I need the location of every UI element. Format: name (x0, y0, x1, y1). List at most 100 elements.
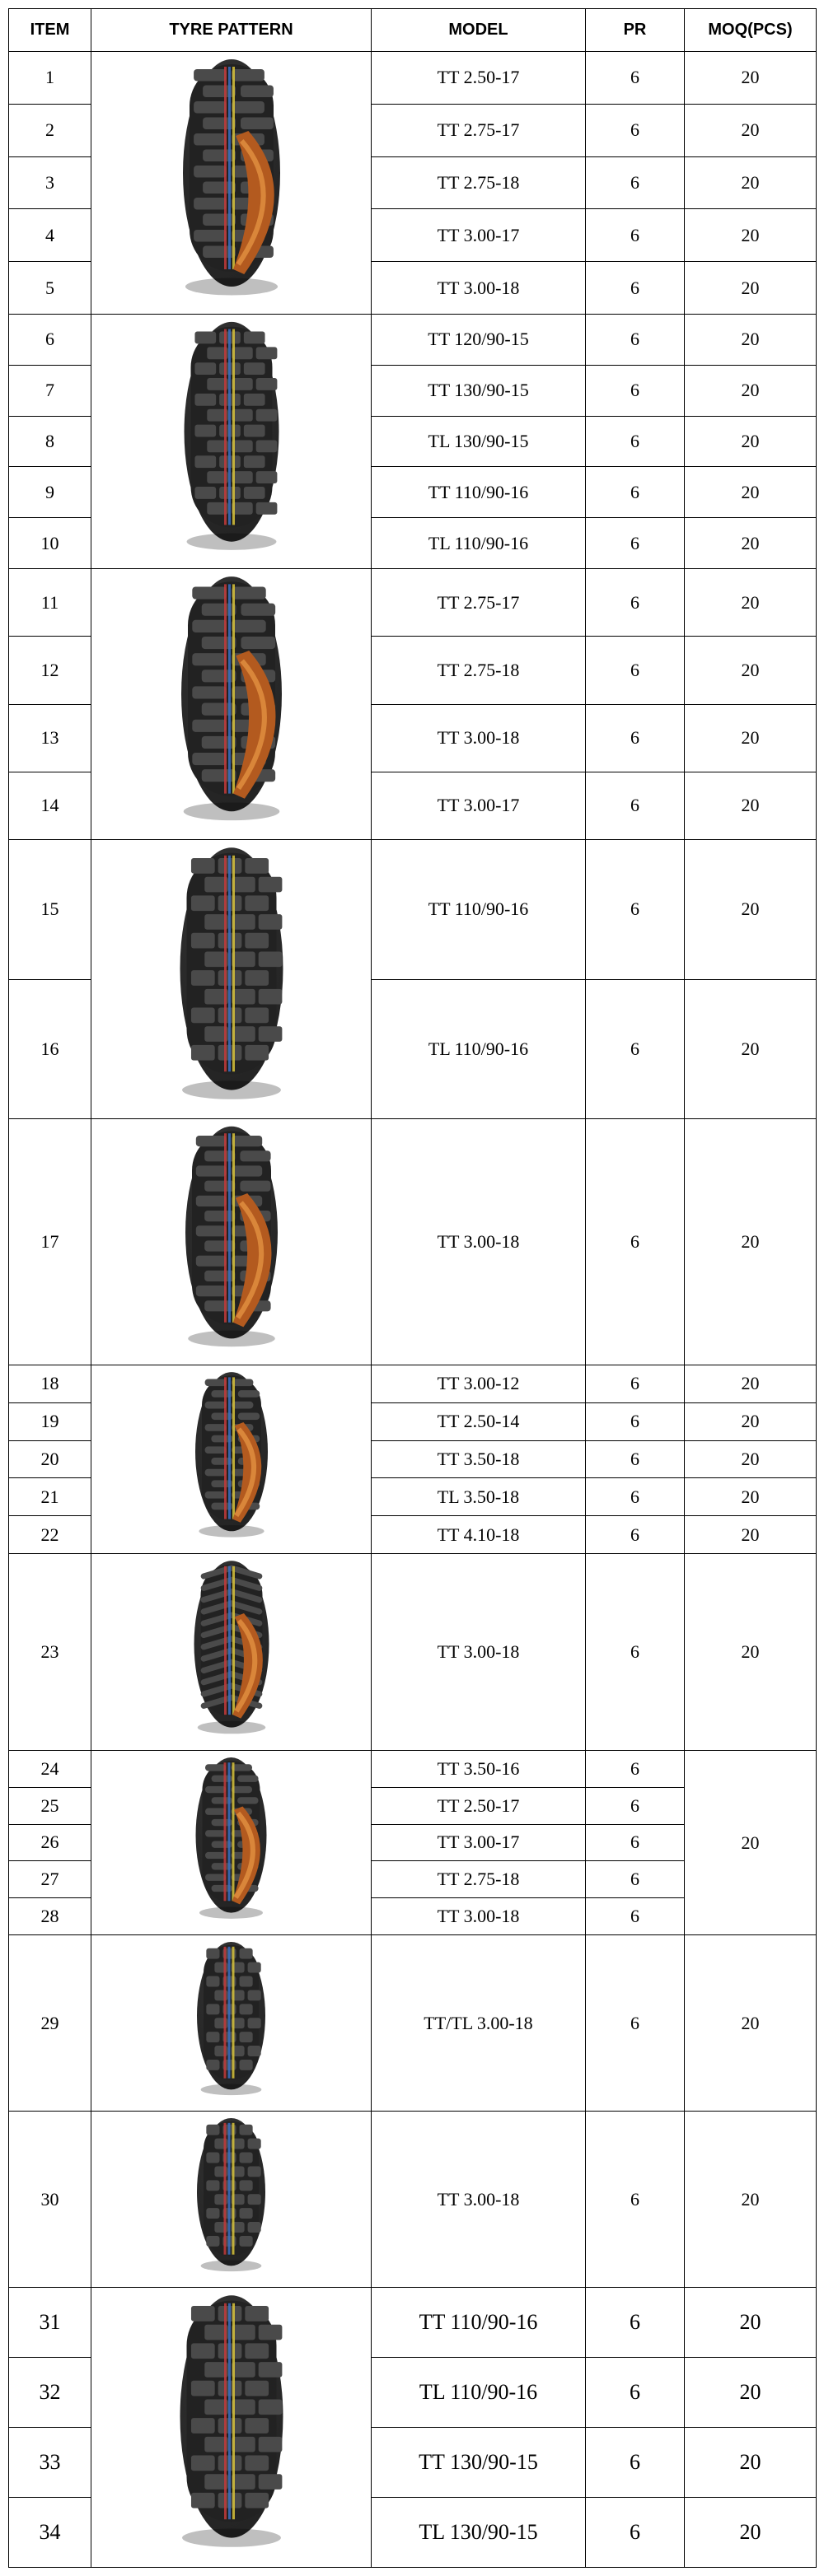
cell-moq: 20 (685, 1365, 817, 1403)
tyre-icon (160, 1124, 303, 1355)
cell-moq: 20 (685, 416, 817, 467)
cell-model: TT 3.50-16 (372, 1751, 586, 1788)
cell-model: TT 3.00-18 (372, 2112, 586, 2288)
cell-item: 34 (9, 2498, 91, 2568)
col-header-pattern: TYRE PATTERN (91, 9, 372, 52)
cell-item: 26 (9, 1824, 91, 1861)
cell-model: TT 2.50-17 (372, 1787, 586, 1824)
cell-model: TT 130/90-15 (372, 365, 586, 416)
cell-model: TT 3.00-18 (372, 262, 586, 315)
cell-pr: 6 (586, 1787, 685, 1824)
table-row: 24 TT 3.50-16620 (9, 1751, 817, 1788)
cell-pr: 6 (586, 52, 685, 105)
cell-model: TT 3.50-18 (372, 1440, 586, 1478)
cell-model: TT 3.00-18 (372, 1554, 586, 1751)
cell-item: 32 (9, 2358, 91, 2428)
cell-item: 12 (9, 637, 91, 704)
tyre-icon (157, 320, 306, 558)
cell-model: TT 2.75-18 (372, 156, 586, 209)
cell-moq: 20 (685, 365, 817, 416)
cell-moq: 20 (685, 518, 817, 569)
tyre-icon (181, 2116, 281, 2277)
cell-tyre-pattern (91, 1751, 372, 1935)
cell-moq: 20 (685, 637, 817, 704)
cell-pr: 6 (586, 2358, 685, 2428)
cell-item: 31 (9, 2288, 91, 2358)
table-row: 29 TT/TL 3.00-18620 (9, 1935, 817, 2112)
cell-pr: 6 (586, 2428, 685, 2498)
cell-moq: 20 (685, 467, 817, 518)
tyre-icon (179, 1756, 283, 1925)
cell-item: 5 (9, 262, 91, 315)
cell-model: TT 110/90-16 (372, 840, 586, 980)
cell-moq: 20 (685, 2428, 817, 2498)
cell-pr: 6 (586, 1119, 685, 1365)
cell-moq: 20 (685, 2358, 817, 2428)
cell-pr: 6 (586, 2112, 685, 2288)
table-row: 1 TT 2.50-17620 (9, 52, 817, 105)
cell-item: 24 (9, 1751, 91, 1788)
cell-pr: 6 (586, 637, 685, 704)
cell-model: TL 110/90-16 (372, 979, 586, 1119)
table-row: 11 TT 2.75-17620 (9, 569, 817, 637)
cell-pr: 6 (586, 1402, 685, 1440)
cell-moq: 20 (685, 569, 817, 637)
cell-tyre-pattern (91, 52, 372, 315)
cell-moq: 20 (685, 52, 817, 105)
cell-pr: 6 (586, 156, 685, 209)
cell-pr: 6 (586, 1861, 685, 1898)
cell-item: 2 (9, 104, 91, 156)
cell-tyre-pattern (91, 2288, 372, 2568)
cell-pr: 6 (586, 2498, 685, 2568)
cell-model: TT 3.00-18 (372, 1898, 586, 1935)
cell-item: 30 (9, 2112, 91, 2288)
cell-model: TT 3.00-17 (372, 1824, 586, 1861)
table-row: 6 TT 120/90-15620 (9, 315, 817, 366)
cell-model: TT/TL 3.00-18 (372, 1935, 586, 2112)
cell-pr: 6 (586, 1365, 685, 1403)
cell-item: 1 (9, 52, 91, 105)
cell-tyre-pattern (91, 1365, 372, 1554)
cell-moq: 20 (685, 1751, 817, 1935)
cell-item: 28 (9, 1898, 91, 1935)
cell-tyre-pattern (91, 1554, 372, 1751)
cell-moq: 20 (685, 1478, 817, 1516)
cell-model: TT 3.00-17 (372, 772, 586, 839)
cell-item: 11 (9, 569, 91, 637)
cell-pr: 6 (586, 518, 685, 569)
cell-item: 3 (9, 156, 91, 209)
cell-pr: 6 (586, 1478, 685, 1516)
cell-model: TL 3.50-18 (372, 1478, 586, 1516)
cell-pr: 6 (586, 569, 685, 637)
cell-model: TL 110/90-16 (372, 518, 586, 569)
cell-model: TT 130/90-15 (372, 2428, 586, 2498)
cell-moq: 20 (685, 209, 817, 262)
cell-pr: 6 (586, 1824, 685, 1861)
table-row: 18 TT 3.00-12620 (9, 1365, 817, 1403)
cell-pr: 6 (586, 1898, 685, 1935)
cell-pr: 6 (586, 1440, 685, 1478)
cell-item: 15 (9, 840, 91, 980)
cell-moq: 20 (685, 979, 817, 1119)
cell-model: TT 2.75-18 (372, 1861, 586, 1898)
cell-item: 18 (9, 1365, 91, 1403)
cell-tyre-pattern (91, 840, 372, 1119)
cell-tyre-pattern (91, 2112, 372, 2288)
cell-item: 6 (9, 315, 91, 366)
cell-moq: 20 (685, 2288, 817, 2358)
cell-item: 14 (9, 772, 91, 839)
cell-model: TT 3.00-18 (372, 704, 586, 772)
cell-pr: 6 (586, 315, 685, 366)
tyre-icon (152, 574, 311, 829)
cell-model: TT 2.75-18 (372, 637, 586, 704)
cell-pr: 6 (586, 979, 685, 1119)
cell-moq: 20 (685, 104, 817, 156)
cell-moq: 20 (685, 704, 817, 772)
cell-item: 19 (9, 1402, 91, 1440)
cell-pr: 6 (586, 2288, 685, 2358)
cell-moq: 20 (685, 1554, 817, 1751)
cell-pr: 6 (586, 209, 685, 262)
cell-item: 17 (9, 1119, 91, 1365)
table-row: 15 TT 110/90-16620 (9, 840, 817, 980)
cell-item: 20 (9, 1440, 91, 1478)
